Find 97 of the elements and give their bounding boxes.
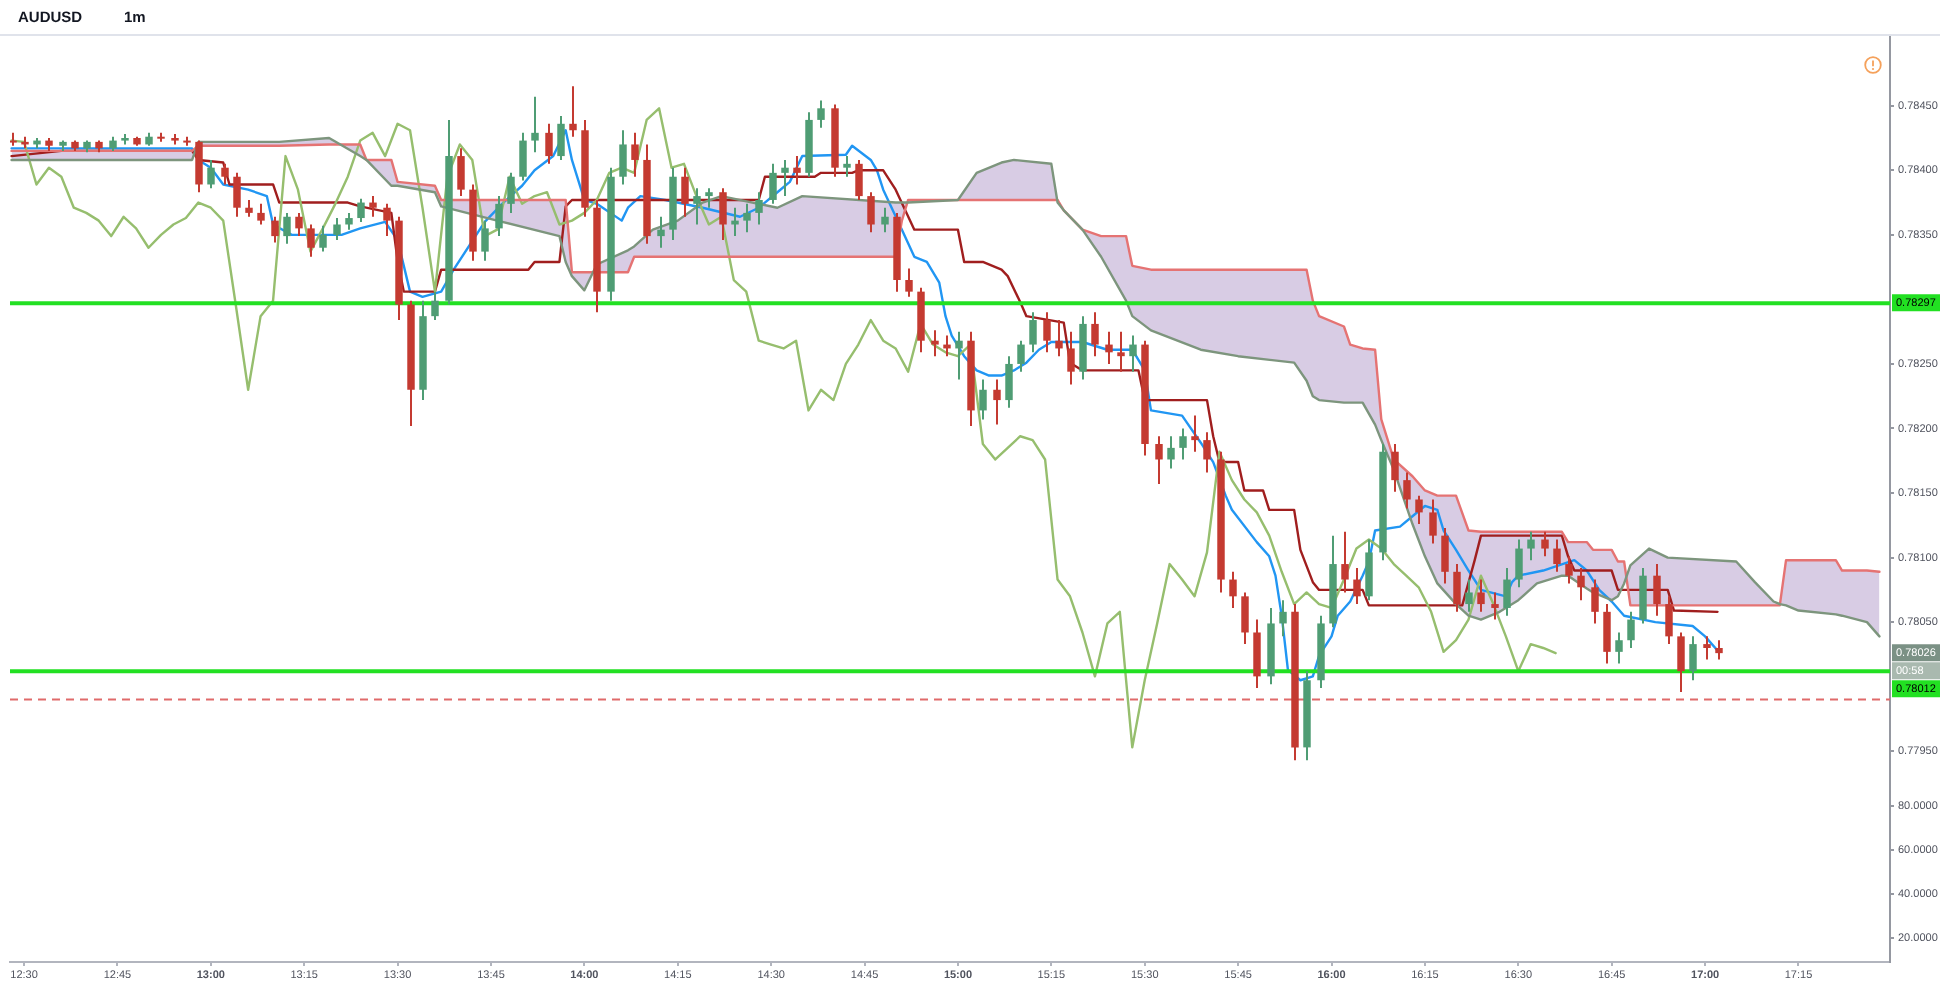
candlestick [383, 202, 391, 238]
candlestick [931, 329, 939, 358]
candlestick [1043, 311, 1051, 354]
candlestick [369, 195, 377, 218]
candlestick [1029, 311, 1037, 354]
candlestick [843, 155, 851, 178]
candlestick [1005, 355, 1013, 409]
candlestick [979, 378, 987, 421]
candlestick [1415, 494, 1423, 526]
candlestick [1527, 530, 1535, 562]
candlestick [319, 224, 327, 253]
candlestick [1091, 311, 1099, 358]
candlestick [1067, 330, 1075, 386]
candlestick [1391, 442, 1399, 493]
candlestick [657, 215, 665, 249]
candlestick [481, 219, 489, 262]
candlestick [531, 95, 539, 154]
candlestick [557, 115, 565, 161]
candlestick [271, 215, 279, 244]
candlestick [457, 147, 465, 198]
candlestick [1155, 435, 1163, 486]
candlestick [1167, 435, 1175, 470]
candlestick [1241, 591, 1249, 646]
candlestick [1565, 555, 1573, 585]
candlestick [1515, 538, 1523, 589]
candlestick [855, 158, 863, 201]
candlestick [545, 122, 553, 165]
candlestick [1353, 566, 1361, 606]
candlestick [755, 191, 763, 226]
candlestick [1653, 563, 1661, 617]
candlestick [881, 206, 889, 234]
candlestick [793, 155, 801, 186]
candlestick [1639, 566, 1647, 625]
candlestick [955, 330, 963, 381]
candlestick [1365, 538, 1373, 602]
candlestick [1627, 610, 1635, 649]
candlestick [257, 202, 265, 226]
candlestick [731, 206, 739, 238]
candlestick [1541, 530, 1549, 558]
candlestick [1179, 427, 1187, 461]
candlestick [233, 171, 241, 218]
candlestick [1117, 330, 1125, 373]
candlestick [1079, 315, 1087, 381]
candlestick [333, 217, 341, 241]
candlestick [1453, 563, 1461, 613]
candlestick [1553, 538, 1561, 573]
candlestick [357, 197, 365, 223]
candlestick [867, 191, 875, 234]
candlestick [1477, 578, 1485, 613]
candlestick [681, 166, 689, 218]
candlestick [1129, 334, 1137, 373]
candlestick [1229, 570, 1237, 609]
candlestick [195, 139, 203, 194]
candlestick [1203, 431, 1211, 474]
candlestick [1703, 635, 1711, 661]
candlestick [283, 211, 291, 245]
candlestick [719, 187, 727, 241]
candlestick [1577, 566, 1585, 602]
candlestick [1689, 635, 1697, 682]
candlestick [307, 223, 315, 258]
candlestick [507, 171, 515, 214]
candlestick [769, 162, 777, 205]
candlestick [1491, 591, 1499, 621]
candlestick [619, 129, 627, 186]
candlestick [569, 85, 577, 138]
candlestick [1591, 578, 1599, 625]
candlestick [1017, 339, 1025, 373]
candlestick [781, 158, 789, 198]
candlestick [295, 211, 303, 238]
candlestick [221, 162, 229, 186]
candlestick [817, 99, 825, 129]
candlestick [1615, 631, 1623, 665]
candlestick [1105, 330, 1113, 365]
candlestick [1279, 599, 1287, 638]
candlestick [631, 131, 639, 178]
candlestick [1403, 471, 1411, 510]
candlestick [495, 195, 503, 238]
candlestick [693, 187, 701, 226]
candlestick [1465, 578, 1473, 613]
candlestick [743, 202, 751, 234]
candlestick [1677, 631, 1685, 693]
candlestick [1503, 566, 1511, 617]
candlestick [1429, 498, 1437, 545]
candlestick [431, 290, 439, 322]
candlestick [1441, 526, 1449, 585]
candlestick [1665, 595, 1673, 646]
candlestick [207, 158, 215, 190]
candlestick [1253, 618, 1261, 689]
candlestick [519, 131, 527, 182]
candlestick [1055, 319, 1063, 358]
candlestick [1341, 530, 1349, 594]
candlestick [1191, 414, 1199, 453]
candlestick [1715, 639, 1723, 661]
candlestick [993, 378, 1001, 426]
candlestick [1603, 603, 1611, 665]
candlestick [905, 267, 913, 298]
candlestick [705, 187, 713, 209]
